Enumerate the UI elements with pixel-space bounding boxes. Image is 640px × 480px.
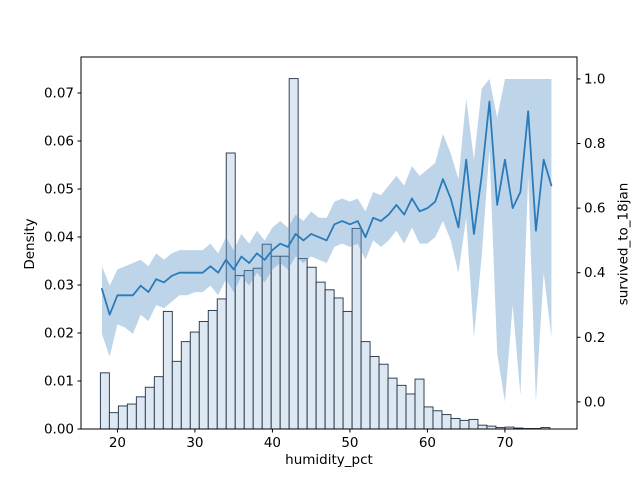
histogram-bar — [432, 410, 443, 430]
y-right-tick-label: 1.0 — [584, 71, 605, 87]
histogram-bars — [99, 78, 551, 430]
histogram-bar — [369, 356, 380, 430]
histogram-bar — [468, 418, 479, 430]
y-left-tick-label: 0.06 — [44, 134, 74, 150]
histogram-bar — [117, 405, 128, 430]
y-left-tick-label: 0.00 — [44, 422, 74, 438]
histogram-bar — [342, 310, 353, 430]
y-left-tick-label: 0.04 — [44, 230, 74, 246]
histogram-bar — [126, 403, 137, 430]
y-right-tick-label: 0.8 — [584, 136, 605, 152]
x-tick-label: 70 — [496, 435, 513, 451]
y-right-tick-label: 0.6 — [584, 201, 605, 217]
histogram-bar — [135, 396, 146, 430]
histogram-bar — [162, 310, 173, 430]
histogram-bar — [153, 376, 164, 430]
histogram-bar — [351, 227, 362, 430]
y-right-tick-label: 0.4 — [584, 265, 605, 281]
histogram-bar — [414, 378, 425, 430]
histogram-bar — [441, 414, 452, 430]
histogram-bar — [396, 384, 407, 430]
histogram-bar — [423, 406, 434, 430]
histogram-bar — [360, 341, 371, 430]
y-left-tick-label: 0.03 — [44, 278, 74, 294]
plot-border — [80, 56, 578, 430]
y-left-tick-label: 0.05 — [44, 182, 74, 198]
histogram-bar — [243, 270, 254, 430]
y-axis-label-right: survived_to_18jan — [615, 182, 632, 306]
histogram-bar — [405, 393, 416, 430]
histogram-bar — [171, 360, 182, 430]
trend-line — [101, 100, 553, 316]
histogram-bar — [108, 412, 119, 430]
histogram-bar — [324, 289, 335, 430]
y-right-tick-label: 0.0 — [584, 394, 605, 410]
x-tick-label: 60 — [419, 435, 436, 451]
histogram-bar — [459, 419, 470, 430]
x-tick-label: 30 — [186, 435, 203, 451]
x-axis-label: humidity_pct — [285, 452, 373, 468]
histogram-bar — [315, 281, 326, 430]
y-axis-label-left: Density — [22, 218, 38, 270]
histogram-bar — [387, 377, 398, 430]
histogram-bar — [207, 309, 218, 430]
x-tick-label: 20 — [109, 435, 126, 451]
y-left-tick-label: 0.07 — [44, 86, 74, 102]
histogram-bar — [99, 372, 110, 430]
histogram-bar — [144, 386, 155, 430]
histogram-bar — [198, 321, 209, 430]
histogram-bar — [378, 363, 389, 430]
histogram-bar — [306, 266, 317, 430]
y-right-tick-label: 0.2 — [584, 330, 605, 346]
histogram-bar — [189, 331, 200, 430]
histogram-bar — [297, 258, 308, 430]
histogram-bar — [477, 424, 488, 430]
y-left-tick-label: 0.01 — [44, 374, 74, 390]
histogram-bar — [279, 255, 290, 430]
histogram-bar — [450, 417, 461, 430]
y-left-tick-label: 0.02 — [44, 326, 74, 342]
histogram-bar — [180, 341, 191, 430]
x-tick-label: 50 — [341, 435, 358, 451]
histogram-bar — [270, 255, 281, 430]
histogram-bar — [234, 274, 245, 430]
histogram-bar — [216, 298, 227, 430]
x-tick-label: 40 — [264, 435, 281, 451]
histogram-bar — [333, 297, 344, 430]
histogram-bar — [252, 267, 263, 430]
